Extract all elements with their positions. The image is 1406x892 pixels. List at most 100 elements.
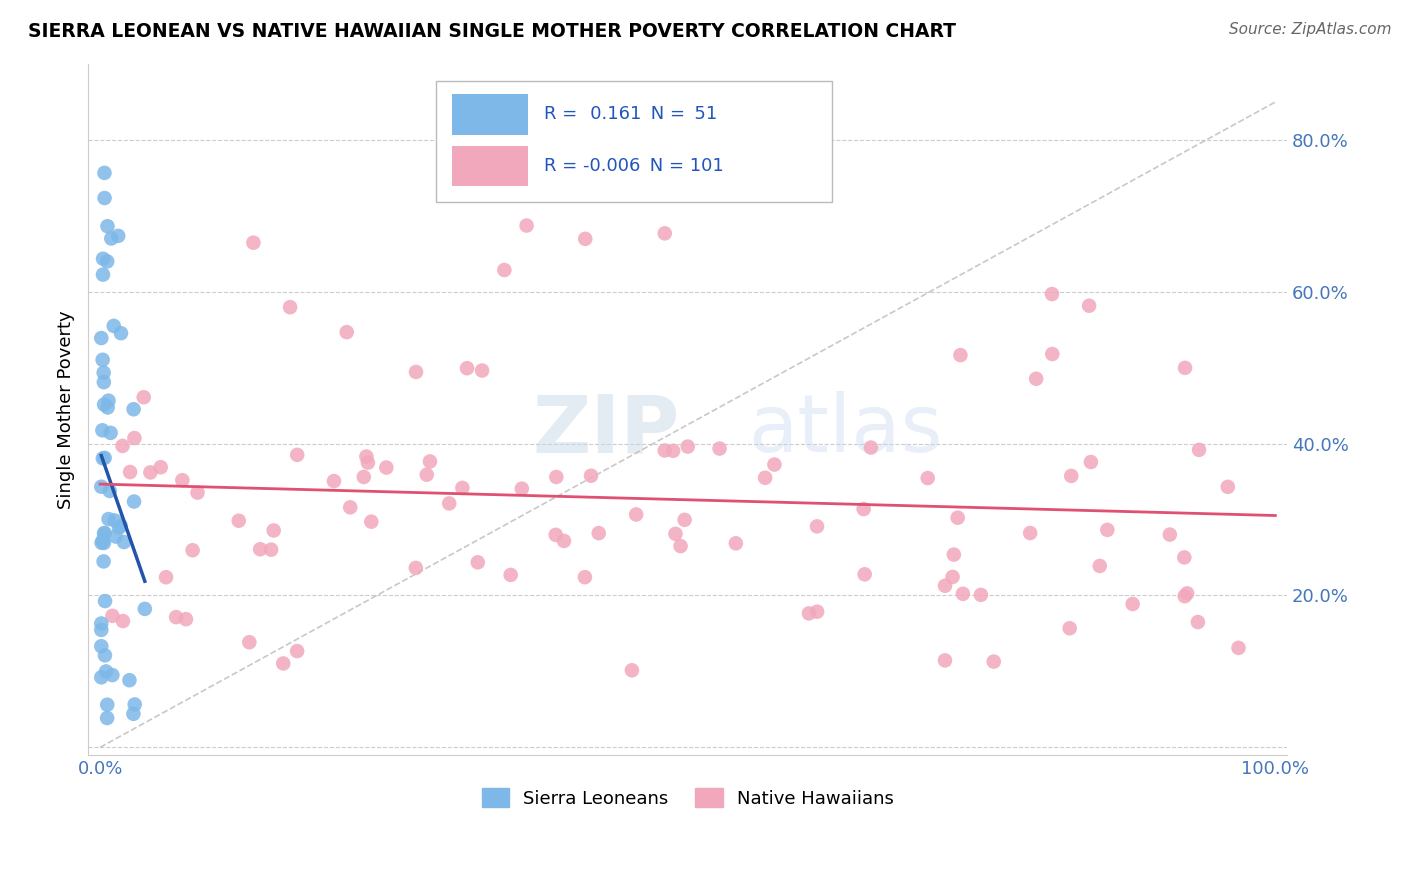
Text: Source: ZipAtlas.com: Source: ZipAtlas.com (1229, 22, 1392, 37)
Text: SIERRA LEONEAN VS NATIVE HAWAIIAN SINGLE MOTHER POVERTY CORRELATION CHART: SIERRA LEONEAN VS NATIVE HAWAIIAN SINGLE… (28, 22, 956, 41)
Point (620, 663, 643, 677)
FancyBboxPatch shape (451, 94, 529, 135)
Point (1227, 640, 1250, 655)
Point (983, 655, 1005, 669)
Point (96, 254, 118, 268)
Point (1188, 442, 1211, 457)
Point (124, 431, 146, 445)
Point (1174, 589, 1197, 603)
Point (949, 348, 972, 362)
Point (405, 365, 427, 379)
Point (93, 554, 115, 568)
Point (278, 300, 301, 314)
Point (101, 608, 124, 623)
Point (238, 635, 260, 649)
Point (94, 665, 117, 679)
Point (917, 471, 939, 485)
Point (90, 670, 112, 684)
Point (100, 231, 122, 245)
Point (263, 524, 285, 538)
Point (98, 483, 121, 498)
Point (181, 543, 204, 558)
Text: R = -0.006  N = 101: R = -0.006 N = 101 (544, 157, 724, 176)
Point (90, 331, 112, 345)
Point (1088, 558, 1111, 573)
Point (97, 512, 120, 526)
Point (1059, 621, 1081, 635)
Point (1216, 480, 1239, 494)
Point (97, 401, 120, 415)
Legend: Sierra Leoneans, Native Hawaiians: Sierra Leoneans, Native Hawaiians (474, 781, 901, 815)
Point (149, 460, 172, 475)
Point (91, 252, 114, 266)
Point (120, 465, 142, 479)
Point (90, 616, 112, 631)
Point (806, 605, 828, 619)
Point (155, 570, 177, 584)
Point (100, 425, 122, 440)
Point (228, 514, 250, 528)
Point (574, 232, 596, 246)
Point (111, 614, 134, 628)
Point (103, 318, 125, 333)
Point (360, 515, 382, 529)
Point (952, 587, 974, 601)
Point (110, 518, 132, 533)
Y-axis label: Single Mother Poverty: Single Mother Poverty (58, 310, 75, 508)
Point (93, 397, 115, 411)
FancyBboxPatch shape (436, 81, 831, 202)
Point (134, 602, 156, 616)
Point (852, 502, 875, 516)
Point (574, 570, 596, 584)
Point (107, 228, 129, 243)
Point (1060, 469, 1083, 483)
Point (91, 533, 114, 548)
Point (934, 653, 956, 667)
Point (122, 402, 145, 417)
Point (242, 235, 264, 250)
Point (97, 393, 120, 408)
Point (579, 468, 602, 483)
Point (91, 268, 114, 282)
Point (624, 508, 647, 522)
Point (946, 510, 969, 524)
Text: R =   0.161  N =  51: R = 0.161 N = 51 (544, 104, 717, 123)
Point (96, 698, 118, 712)
Point (111, 439, 134, 453)
Point (676, 440, 699, 454)
Point (90, 640, 112, 654)
Point (499, 568, 522, 582)
Point (108, 521, 131, 535)
Point (91, 451, 114, 466)
Point (122, 706, 145, 721)
Point (516, 219, 538, 233)
Point (339, 500, 361, 515)
Point (970, 588, 993, 602)
Point (546, 470, 568, 484)
Point (93, 536, 115, 550)
Point (544, 528, 567, 542)
Point (1040, 287, 1063, 301)
Point (375, 460, 398, 475)
Point (494, 263, 516, 277)
Point (664, 526, 686, 541)
Point (1187, 615, 1209, 629)
Point (763, 458, 786, 472)
Point (249, 542, 271, 557)
Point (323, 474, 346, 488)
Text: atlas: atlas (748, 392, 942, 469)
Point (101, 668, 124, 682)
Point (1078, 299, 1101, 313)
Point (91, 423, 114, 437)
Point (132, 390, 155, 404)
Point (510, 482, 533, 496)
Point (90, 535, 112, 549)
Point (93, 526, 115, 541)
Point (669, 539, 692, 553)
Point (104, 530, 127, 544)
Point (662, 443, 685, 458)
Point (1159, 527, 1181, 541)
Point (451, 481, 474, 495)
Point (1040, 347, 1063, 361)
Point (186, 485, 208, 500)
